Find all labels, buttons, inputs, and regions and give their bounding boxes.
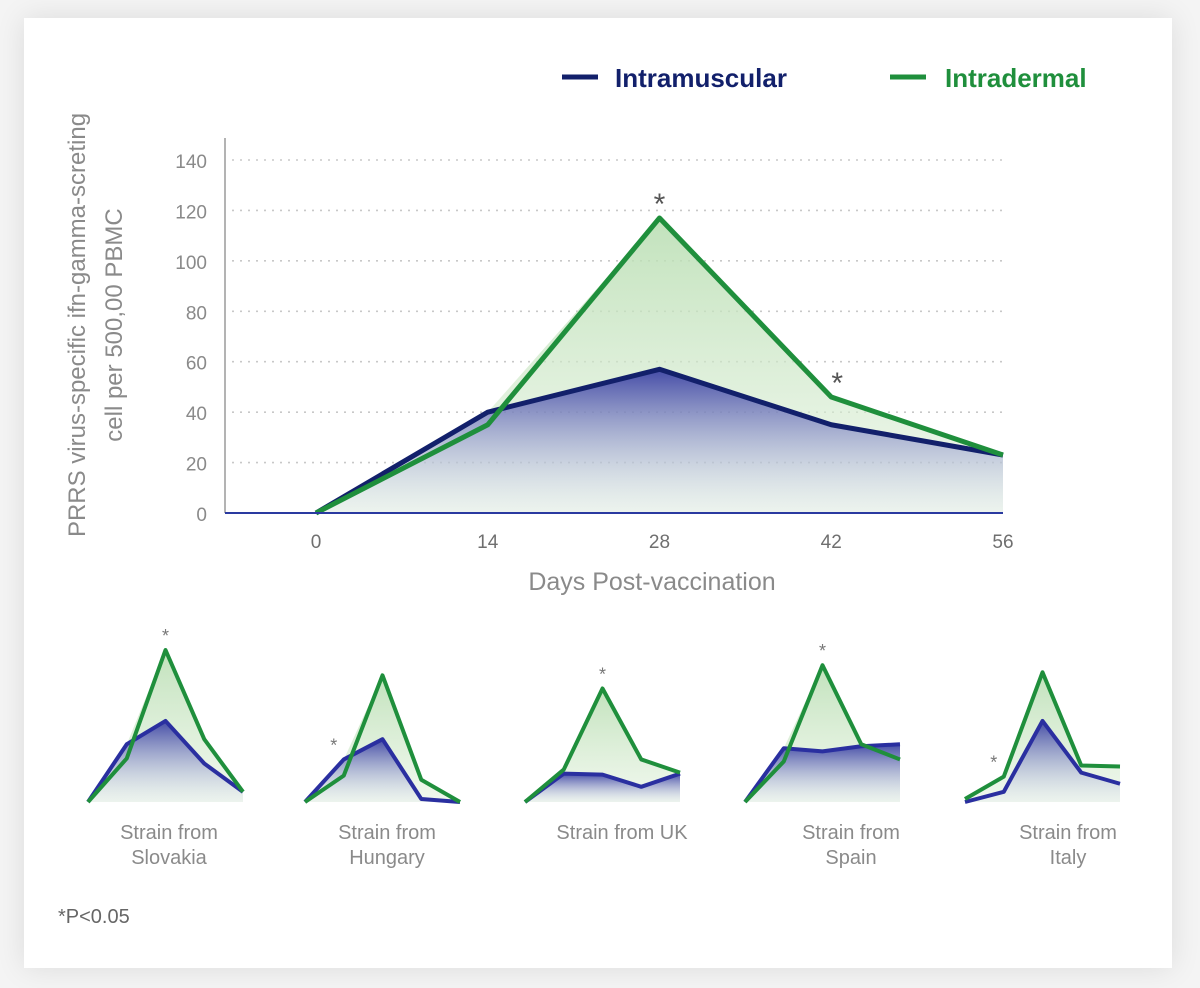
significance-star: * xyxy=(654,188,666,221)
x-axis-ticks: 0 14 28 42 56 xyxy=(311,532,1014,553)
significance-markers: ** xyxy=(654,188,844,400)
x-tick-label: 14 xyxy=(477,532,499,553)
strain-label: Spain xyxy=(825,847,876,869)
strain-label: Strain from xyxy=(1019,822,1117,844)
strain-label: Strain from xyxy=(120,822,218,844)
strain-intramuscular-line xyxy=(964,718,1121,804)
strain-intradermal-line xyxy=(743,663,901,804)
strain-intramuscular-line xyxy=(86,718,245,804)
strain-chart: * Strain from Spain xyxy=(743,641,901,869)
legend-label-intramuscular: Intramuscular xyxy=(615,63,787,93)
strain-intradermal-line xyxy=(964,670,1121,801)
y-axis-ticks: 0 20 40 60 80 100 120 140 xyxy=(175,152,207,526)
strain-intramuscular-line xyxy=(303,737,461,804)
strain-label: Slovakia xyxy=(131,847,207,869)
y-axis-title-line-1: PRRS virus-specific ifn-gamma-screting xyxy=(64,113,91,537)
significance-star: * xyxy=(831,367,843,400)
x-axis-title: Days Post-vaccination xyxy=(528,568,775,596)
y-tick-label: 20 xyxy=(186,455,207,476)
strain-significance-star: * xyxy=(162,626,169,646)
legend-label-intradermal: Intradermal xyxy=(945,63,1087,93)
strain-significance-star: * xyxy=(990,753,997,773)
strain-chart: * Strain from UK xyxy=(523,665,688,844)
intradermal-line xyxy=(314,215,1004,516)
strain-label: Strain from xyxy=(802,822,900,844)
strain-intramuscular-area xyxy=(305,739,460,802)
x-tick-label: 42 xyxy=(821,532,842,553)
strain-intradermal-line xyxy=(86,648,245,804)
y-tick-label: 140 xyxy=(175,152,207,173)
strain-intramuscular-area xyxy=(525,773,680,802)
footnote: *P<0.05 xyxy=(58,906,130,928)
y-tick-label: 60 xyxy=(186,354,207,375)
x-tick-label: 56 xyxy=(992,532,1013,553)
strain-intradermal-line xyxy=(303,673,461,804)
strain-label: Strain from UK xyxy=(556,822,688,844)
y-tick-label: 100 xyxy=(175,253,207,274)
strain-chart: * Strain from Italy xyxy=(964,670,1121,869)
legend: Intramuscular Intradermal xyxy=(562,63,1087,93)
intramuscular-area xyxy=(316,369,1003,513)
y-tick-label: 40 xyxy=(186,404,207,425)
strain-significance-star: * xyxy=(819,641,826,661)
series-areas xyxy=(316,217,1003,513)
y-tick-label: 120 xyxy=(175,202,207,223)
strain-intramuscular-line xyxy=(743,742,901,804)
y-tick-label: 80 xyxy=(186,303,207,324)
strain-intradermal-line xyxy=(523,686,681,804)
strain-significance-star: * xyxy=(330,735,337,755)
y-axis-title-line-2: cell per 500,00 PBMC xyxy=(101,208,128,441)
strain-chart: * Strain from Slovakia xyxy=(86,626,245,869)
y-tick-label: 0 xyxy=(196,505,207,526)
strain-significance-star: * xyxy=(599,665,606,685)
strain-intramuscular-area xyxy=(88,720,243,802)
x-tick-label: 0 xyxy=(311,532,322,553)
strain-intramuscular-area xyxy=(965,720,1120,802)
strain-label: Hungary xyxy=(349,847,425,869)
strain-label: Italy xyxy=(1050,847,1087,869)
strain-intramuscular-line xyxy=(523,771,681,804)
strain-chart: * Strain from Hungary xyxy=(303,673,461,869)
strain-label: Strain from xyxy=(338,822,436,844)
x-tick-label: 28 xyxy=(649,532,670,553)
intramuscular-line xyxy=(314,366,1004,516)
